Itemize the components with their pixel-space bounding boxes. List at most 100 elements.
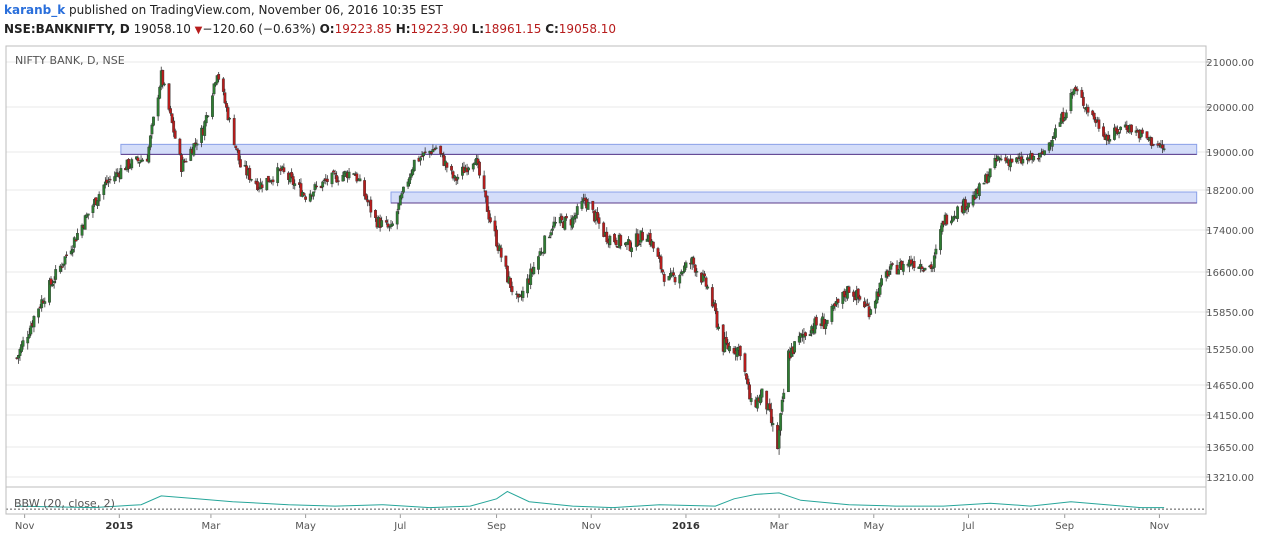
candle-down [235,148,239,151]
candle-up [147,146,151,163]
candle-up [779,413,783,431]
candle-up [311,191,315,197]
candle-up [977,183,981,197]
close-value: 19058.10 [558,22,617,36]
candle-down [167,83,171,110]
candle-up [412,159,416,171]
y-tick-label: 17400.00 [1206,226,1254,237]
candle-up [1119,126,1123,131]
candle-up [1047,142,1051,151]
candle-up [308,193,312,202]
candle-up [380,220,384,227]
candle-down [891,263,894,265]
candle-up [411,169,415,175]
author-link[interactable]: karanb_k [4,3,66,17]
candle-up [102,184,106,195]
price-change: −120.60 (−0.63%) [202,22,316,36]
candle-down [450,165,453,171]
main-pane-border [5,45,1207,488]
candle-up [162,83,166,86]
y-tick-label: 19000.00 [1206,148,1254,159]
candle-up [728,346,731,352]
candle-up [717,326,720,329]
candle-up [321,181,325,188]
candle-down [445,162,449,168]
candle-down [226,107,230,120]
chart-title: NIFTY BANK, D, NSE [15,54,125,67]
candle-down [217,74,221,80]
candle-down [1081,96,1085,106]
indicator-pane-border [5,486,1207,515]
candle-down [178,138,182,155]
candle-down [1075,88,1079,92]
candle-up [971,195,975,206]
candle-up [265,178,269,191]
candle-down [172,120,176,133]
candle-down [804,332,807,337]
candle-up [456,176,460,180]
candle-down [651,241,655,249]
candle-down [49,278,53,285]
x-tick-label: Jul [961,521,974,532]
candle-down [661,269,665,273]
candle-down [847,286,851,293]
candle-down [108,178,112,181]
candle-down [248,168,252,181]
candle-up [398,195,402,206]
candle-up [395,211,399,225]
candle-down [493,220,497,232]
candle-up [21,340,25,347]
candle-down [364,193,368,200]
candle-down [912,261,916,268]
candle-up [119,168,123,179]
zone-band [390,191,1198,204]
time-axis[interactable]: Nov 2015 Mar May Jul Sep Nov 2016 Mar May Jul Sep No… [15,514,1169,532]
candle-down [591,200,595,210]
candle-down [485,195,489,212]
candle-up [206,115,210,117]
y-tick-label: 14150.00 [1206,411,1254,422]
candle-down [161,70,165,86]
candle-up [887,271,891,275]
y-tick-label: 15850.00 [1206,308,1254,319]
candle-up [83,215,87,230]
candle-down [482,175,486,189]
candle-down [1086,106,1090,113]
candle-up [27,334,31,338]
candle-down [384,220,388,223]
candle-down [478,161,481,176]
candle-up [830,306,834,322]
candle-down [560,215,564,221]
candle-up [91,205,95,213]
candle-up [824,323,828,329]
candle-down [673,277,677,283]
y-tick-label: 13650.00 [1206,443,1254,454]
candle-down [963,199,967,211]
candle-down [769,408,773,424]
symbol-label: NSE:BANKNIFTY, D [4,22,130,36]
candle-down [858,296,862,300]
candle-down [440,153,444,155]
candle-down [636,233,640,246]
candle-up [212,83,216,95]
candle-down [738,345,742,357]
candle-up [391,223,394,226]
candle-up [1032,155,1036,161]
candle-down [692,257,696,265]
candle-down [429,151,433,154]
candle-down [488,217,492,223]
candle-down [836,298,840,303]
candle-up [1072,88,1076,95]
candle-up [723,338,727,352]
candle-down [304,196,308,200]
candle-down [619,235,623,246]
candle-down [748,384,751,400]
price-axis[interactable]: 21000.00 20000.00 19000.00 18200.00 17400.00… [1206,58,1254,484]
candle-up [549,232,553,236]
candle-up [526,278,530,294]
candle-up [1108,139,1112,142]
candle-down [814,316,818,326]
candle-up [956,206,960,219]
candle-down [256,181,259,190]
